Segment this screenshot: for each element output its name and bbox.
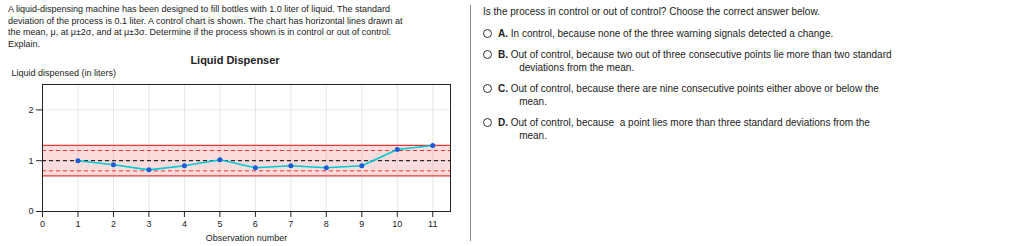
- svg-text:8: 8: [324, 219, 329, 229]
- svg-text:Observation number: Observation number: [206, 232, 288, 242]
- svg-text:3: 3: [146, 219, 151, 229]
- svg-text:2: 2: [111, 219, 116, 229]
- svg-text:5: 5: [217, 219, 222, 229]
- svg-text:1: 1: [28, 155, 33, 165]
- svg-text:4: 4: [182, 219, 187, 229]
- svg-text:11: 11: [428, 219, 437, 229]
- html-text:A. In control, because none of: A. In control, because none of the three…: [498, 28, 834, 39]
- svg-text:0: 0: [28, 206, 33, 216]
- svg-text:7: 7: [288, 219, 293, 229]
- html-text:B. Out of control, because two: B. Out of control, because two out of th…: [498, 49, 892, 73]
- html-text:Is the process in control or o: Is the process in control or out of cont…: [483, 6, 820, 17]
- html-text:D. Out of control, because a p: D. Out of control, because a point lies …: [498, 117, 870, 141]
- html-text:A liquid-dispensing machine ha: A liquid-dispensing machine has been des…: [8, 4, 403, 50]
- html-text:Liquid Dispenser: Liquid Dispenser: [190, 53, 280, 66]
- svg-text:2: 2: [28, 105, 33, 115]
- svg-text:10: 10: [392, 219, 402, 229]
- svg-text:0: 0: [40, 219, 45, 229]
- svg-text:6: 6: [253, 219, 258, 229]
- svg-text:Liquid dispensed (in liters): Liquid dispensed (in liters): [12, 68, 117, 78]
- svg-text:1: 1: [75, 219, 80, 229]
- svg-text:9: 9: [359, 219, 364, 229]
- html-text:C. Out of control, because the: C. Out of control, because there are nin…: [498, 83, 879, 107]
